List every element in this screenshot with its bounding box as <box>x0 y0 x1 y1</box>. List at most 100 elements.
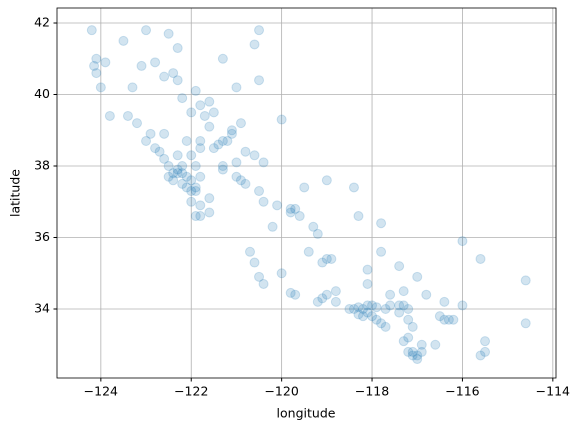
point <box>100 57 111 68</box>
point <box>258 278 269 289</box>
point <box>321 175 332 186</box>
point <box>217 161 228 172</box>
point <box>317 257 328 268</box>
point <box>457 300 468 311</box>
point <box>385 289 396 300</box>
point <box>195 200 206 211</box>
point <box>240 178 251 189</box>
point <box>258 157 269 168</box>
point <box>245 246 256 257</box>
point <box>439 296 450 307</box>
point <box>168 68 179 79</box>
point <box>186 186 197 197</box>
y-tick-label: 38 <box>34 158 50 173</box>
point <box>168 175 179 186</box>
point <box>303 246 314 257</box>
point <box>321 289 332 300</box>
point <box>285 203 296 214</box>
point <box>330 296 341 307</box>
point <box>217 135 228 146</box>
point <box>226 125 237 136</box>
point <box>190 85 201 96</box>
point <box>122 110 133 121</box>
point <box>249 150 260 161</box>
point <box>190 211 201 222</box>
point <box>412 350 423 361</box>
point <box>163 161 174 172</box>
point <box>376 246 387 257</box>
point <box>141 25 152 36</box>
x-tick-label: −116 <box>445 384 479 399</box>
point <box>95 82 106 93</box>
point <box>475 350 486 361</box>
point <box>308 221 319 232</box>
point <box>186 107 197 118</box>
x-tick-label: −122 <box>174 384 208 399</box>
point <box>285 287 296 298</box>
point <box>520 275 531 286</box>
point <box>520 318 531 329</box>
point <box>367 311 378 322</box>
point <box>141 135 152 146</box>
point <box>403 304 414 315</box>
x-axis-label: longitude <box>277 406 336 421</box>
point <box>299 182 310 193</box>
point <box>407 346 418 357</box>
point <box>421 289 432 300</box>
point <box>159 153 170 164</box>
point <box>330 286 341 297</box>
point <box>457 236 468 247</box>
point <box>208 143 219 154</box>
point <box>177 178 188 189</box>
point <box>357 311 368 322</box>
point <box>159 128 170 139</box>
point <box>150 57 161 68</box>
point <box>276 114 287 125</box>
point <box>407 321 418 332</box>
point <box>249 257 260 268</box>
point <box>371 314 382 325</box>
point <box>403 346 414 357</box>
point <box>231 157 242 168</box>
point <box>190 182 201 193</box>
point <box>403 314 414 325</box>
point <box>376 318 387 329</box>
point <box>217 164 228 175</box>
point <box>394 300 405 311</box>
point <box>434 311 445 322</box>
point <box>190 161 201 172</box>
point <box>136 60 147 71</box>
point <box>181 182 192 193</box>
point <box>276 268 287 279</box>
y-tick-label: 34 <box>34 301 50 316</box>
point <box>362 307 373 318</box>
point <box>475 253 486 264</box>
point <box>204 207 215 218</box>
point <box>199 110 210 121</box>
point <box>86 25 97 36</box>
point <box>407 350 418 361</box>
point <box>376 218 387 229</box>
point <box>163 28 174 39</box>
point <box>258 196 269 207</box>
point <box>213 139 224 150</box>
point <box>398 336 409 347</box>
point <box>226 128 237 139</box>
point <box>163 171 174 182</box>
point <box>367 300 378 311</box>
point <box>403 332 414 343</box>
point <box>195 211 206 222</box>
point <box>249 39 260 50</box>
point <box>290 203 301 214</box>
point <box>353 211 364 222</box>
point <box>159 71 170 82</box>
point <box>348 304 359 315</box>
point <box>177 161 188 172</box>
x-tick-label: −118 <box>355 384 389 399</box>
point <box>254 75 265 86</box>
point <box>204 193 215 204</box>
point <box>235 175 246 186</box>
point <box>353 302 364 313</box>
point <box>118 35 129 46</box>
